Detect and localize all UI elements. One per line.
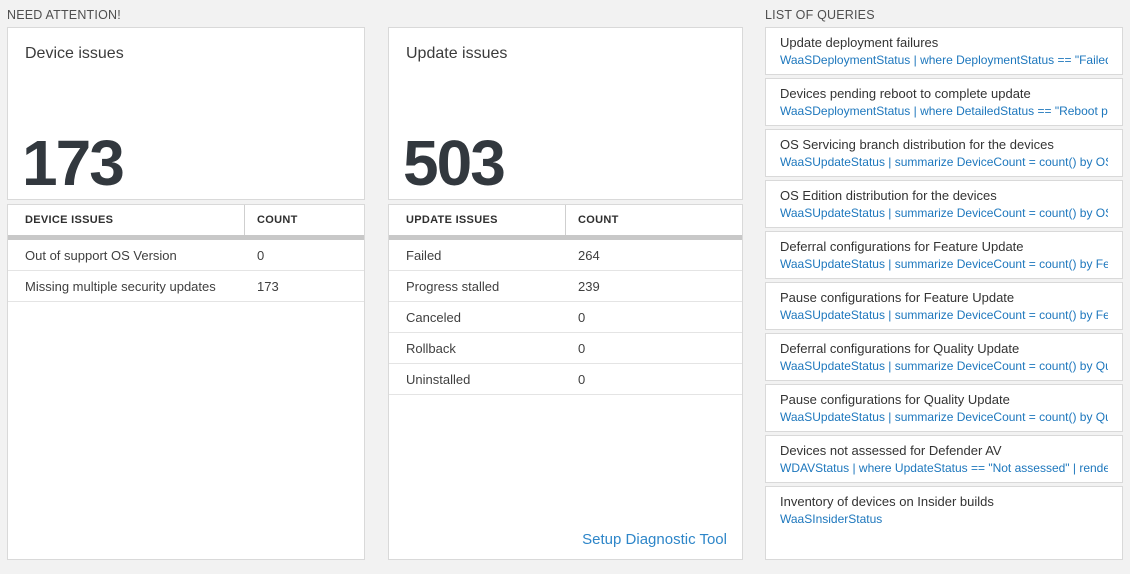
query-title: Pause configurations for Quality Update xyxy=(780,392,1010,407)
table-row[interactable]: Uninstalled 0 xyxy=(389,364,742,395)
update-issues-summary-card[interactable]: Update issues 503 xyxy=(388,27,743,200)
query-title: Deferral configurations for Feature Upda… xyxy=(780,239,1024,254)
issue-count-cell: 0 xyxy=(578,371,586,387)
query-title: Devices not assessed for Defender AV xyxy=(780,443,1002,458)
need-attention-section: NEED ATTENTION! Device issues 173 DEVICE… xyxy=(7,5,743,560)
list-of-queries-header: LIST OF QUERIES xyxy=(765,8,875,22)
column-header-device-issues: DEVICE ISSUES xyxy=(25,214,114,226)
update-issues-table-card: UPDATE ISSUES COUNT Failed 264 xyxy=(388,204,743,560)
query-text: WaaSInsiderStatus xyxy=(780,512,883,526)
query-title: OS Edition distribution for the devices xyxy=(780,188,997,203)
issue-name-cell: Rollback xyxy=(406,340,456,356)
queries-section: LIST OF QUERIES Update deployment failur… xyxy=(765,5,1123,560)
device-issues-table-card: DEVICE ISSUES COUNT Out of support OS Ve… xyxy=(7,204,365,560)
issue-name-cell: Uninstalled xyxy=(406,371,471,387)
issue-count-cell: 0 xyxy=(578,309,586,325)
table-row[interactable]: Canceled 0 xyxy=(389,302,742,333)
issue-count-cell: 264 xyxy=(578,247,600,263)
query-text: WaaSUpdateStatus | summarize DeviceCount… xyxy=(780,308,1108,322)
issue-count-cell: 173 xyxy=(257,278,279,294)
query-list-item[interactable]: Devices pending reboot to complete updat… xyxy=(765,78,1123,126)
query-title: Update deployment failures xyxy=(780,35,939,50)
device-issues-count: 173 xyxy=(22,127,125,199)
query-list-item[interactable]: OS Servicing branch distribution for the… xyxy=(765,129,1123,177)
need-attention-header: NEED ATTENTION! xyxy=(7,8,121,22)
update-issues-count: 503 xyxy=(403,127,506,199)
need-attention-tiles: Device issues 173 DEVICE ISSUES COUNT xyxy=(7,27,743,560)
issue-name-cell: Out of support OS Version xyxy=(25,247,177,263)
dashboard-page: NEED ATTENTION! Device issues 173 DEVICE… xyxy=(7,5,1123,560)
query-text: WaaSUpdateStatus | summarize DeviceCount… xyxy=(780,410,1108,424)
query-list-item[interactable]: Deferral configurations for Quality Upda… xyxy=(765,333,1123,381)
query-list-item[interactable]: Pause configurations for Feature Update … xyxy=(765,282,1123,330)
query-title: OS Servicing branch distribution for the… xyxy=(780,137,1054,152)
update-issues-tile: Update issues 503 UPDATE ISSUES COUNT xyxy=(388,27,743,560)
issue-count-cell: 239 xyxy=(578,278,600,294)
column-header-count: COUNT xyxy=(244,205,364,235)
device-issues-table-body: Out of support OS Version 0 Missing mult… xyxy=(8,240,364,302)
issue-count-cell: 0 xyxy=(257,247,265,263)
table-header-divider xyxy=(8,235,364,240)
table-row[interactable]: Failed 264 xyxy=(389,240,742,271)
device-issues-title: Device issues xyxy=(25,45,124,62)
query-text: WaaSUpdateStatus | summarize DeviceCount… xyxy=(780,155,1108,169)
setup-diagnostic-tool-link[interactable]: Setup Diagnostic Tool xyxy=(582,531,727,548)
update-issues-table-header: UPDATE ISSUES COUNT xyxy=(389,205,742,235)
issue-name-cell: Failed xyxy=(406,247,442,263)
issue-name-cell: Canceled xyxy=(406,309,461,325)
query-list-item[interactable]: OS Edition distribution for the devices … xyxy=(765,180,1123,228)
query-text: WaaSUpdateStatus | summarize DeviceCount… xyxy=(780,257,1108,271)
query-list: Update deployment failures WaaSDeploymen… xyxy=(765,27,1123,560)
update-issues-table-body: Failed 264 Progress stalled 239 xyxy=(389,240,742,395)
issue-name-cell: Progress stalled xyxy=(406,278,500,294)
table-row[interactable]: Rollback 0 xyxy=(389,333,742,364)
device-issues-tile: Device issues 173 DEVICE ISSUES COUNT xyxy=(7,27,365,560)
query-text: WaaSUpdateStatus | summarize DeviceCount… xyxy=(780,359,1108,373)
table-header-divider xyxy=(389,235,742,240)
query-title: Devices pending reboot to complete updat… xyxy=(780,86,1031,101)
update-issues-title: Update issues xyxy=(406,45,508,62)
table-row[interactable]: Missing multiple security updates 173 xyxy=(8,271,364,302)
dashboard-layout: NEED ATTENTION! Device issues 173 DEVICE… xyxy=(7,5,1123,560)
device-issues-summary-card[interactable]: Device issues 173 xyxy=(7,27,365,200)
issue-name-cell: Missing multiple security updates xyxy=(25,278,216,294)
column-header-update-issues: UPDATE ISSUES xyxy=(406,214,498,226)
query-list-item[interactable]: Update deployment failures WaaSDeploymen… xyxy=(765,27,1123,75)
query-title: Deferral configurations for Quality Upda… xyxy=(780,341,1020,356)
query-text: WDAVStatus | where UpdateStatus == "Not … xyxy=(780,461,1108,475)
query-text: WaaSUpdateStatus | summarize DeviceCount… xyxy=(780,206,1108,220)
query-title: Inventory of devices on Insider builds xyxy=(780,494,994,509)
query-text: WaaSDeploymentStatus | where DetailedSta… xyxy=(780,104,1108,118)
issue-count-cell: 0 xyxy=(578,340,586,356)
query-list-item[interactable]: Inventory of devices on Insider builds W… xyxy=(765,486,1123,560)
table-row[interactable]: Progress stalled 239 xyxy=(389,271,742,302)
query-list-item[interactable]: Devices not assessed for Defender AV WDA… xyxy=(765,435,1123,483)
column-header-count: COUNT xyxy=(565,205,742,235)
query-title: Pause configurations for Feature Update xyxy=(780,290,1015,305)
device-issues-table-header: DEVICE ISSUES COUNT xyxy=(8,205,364,235)
query-list-item[interactable]: Pause configurations for Quality Update … xyxy=(765,384,1123,432)
table-row[interactable]: Out of support OS Version 0 xyxy=(8,240,364,271)
query-list-item[interactable]: Deferral configurations for Feature Upda… xyxy=(765,231,1123,279)
query-text: WaaSDeploymentStatus | where DeploymentS… xyxy=(780,53,1108,67)
